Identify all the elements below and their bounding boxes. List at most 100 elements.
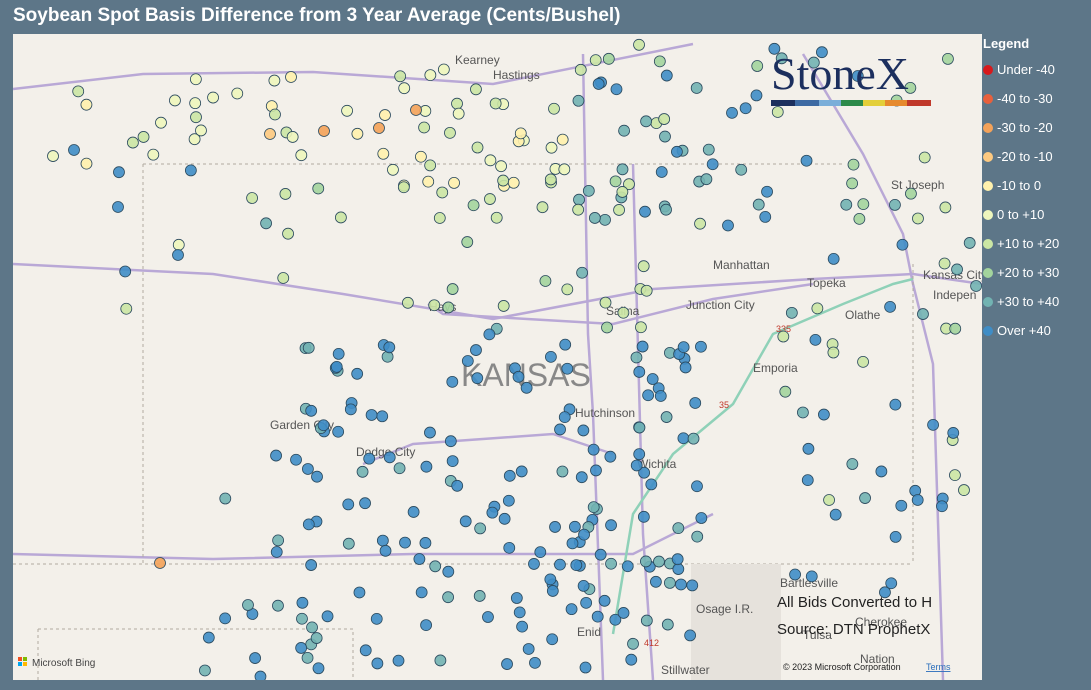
- bid-point: [658, 113, 671, 125]
- bid-point: [270, 546, 283, 558]
- bid-point: [544, 573, 557, 586]
- bid-point: [473, 590, 486, 602]
- bid-point: [642, 389, 655, 402]
- bid-point: [242, 599, 254, 611]
- highway-shield: 412: [644, 638, 659, 648]
- bid-point: [654, 390, 667, 402]
- terms[interactable]: Terms: [926, 662, 951, 672]
- bid-point: [418, 121, 430, 134]
- bid-point: [119, 265, 132, 278]
- bid-point: [591, 610, 604, 623]
- bid-point: [939, 201, 952, 214]
- bid-point: [875, 465, 888, 478]
- bid-point: [599, 213, 611, 226]
- bid-point: [637, 510, 650, 523]
- bid-point: [189, 73, 202, 86]
- bid-point: [637, 260, 650, 273]
- legend-label: +20 to +30: [997, 265, 1060, 280]
- bid-point: [558, 163, 571, 176]
- bid-point: [311, 470, 323, 483]
- bid-point: [689, 397, 702, 409]
- bid-point: [188, 133, 201, 146]
- bid-point: [694, 217, 706, 230]
- bid-point: [332, 425, 345, 438]
- bid-point: [609, 613, 622, 626]
- legend-swatch: [983, 64, 993, 75]
- bid-point: [246, 192, 258, 204]
- interstates: [611, 277, 914, 635]
- bid-point: [285, 71, 297, 83]
- bid-point: [655, 166, 668, 178]
- bid-point: [301, 651, 314, 664]
- bid-point: [219, 492, 232, 505]
- bid-point: [546, 633, 559, 646]
- legend-item: -20 to -10: [983, 142, 1091, 171]
- bid-point: [47, 150, 59, 162]
- bid-point: [420, 619, 432, 632]
- bid-point: [442, 565, 455, 578]
- title: Soybean Spot Basis Difference from 3 Yea…: [13, 5, 621, 26]
- bid-point: [80, 157, 93, 170]
- bid-point: [376, 534, 389, 547]
- bid-point: [633, 366, 646, 378]
- bid-point: [279, 188, 292, 200]
- bid-point: [436, 186, 449, 199]
- bid-point: [660, 203, 672, 216]
- bid-point: [373, 122, 385, 134]
- bid-point: [827, 253, 840, 265]
- bid-point: [569, 520, 581, 533]
- bid-point: [559, 338, 572, 351]
- bid-point: [503, 469, 516, 482]
- bid-point: [677, 341, 690, 354]
- bid-point: [484, 154, 497, 167]
- bid-point: [751, 60, 764, 72]
- bid-point: [905, 187, 917, 200]
- bid-point: [356, 465, 369, 478]
- logo-text: StoneX: [771, 48, 909, 99]
- bid-point: [735, 163, 748, 176]
- note: All Bids Converted to H: [777, 594, 932, 611]
- bid-point: [534, 546, 547, 559]
- bid-point: [823, 494, 835, 506]
- bid-point: [470, 83, 482, 96]
- bid-point: [846, 177, 859, 190]
- legend-item: +20 to +30: [983, 258, 1091, 287]
- bid-point: [302, 518, 315, 531]
- bid-point: [829, 508, 842, 521]
- place-label: Olathe: [845, 308, 881, 322]
- bid-point: [663, 576, 676, 589]
- bid-point: [801, 474, 814, 487]
- bid-point: [671, 145, 683, 158]
- bid-point: [702, 143, 715, 156]
- bid-point: [272, 599, 284, 612]
- bid-point: [383, 341, 396, 354]
- bid-point: [459, 515, 472, 528]
- bid-point: [640, 614, 653, 627]
- bid-point: [805, 570, 818, 583]
- bid-point: [330, 360, 343, 373]
- place-label: St Joseph: [891, 178, 944, 192]
- bid-point: [482, 611, 494, 623]
- bid-point: [627, 637, 639, 650]
- legend-item: -30 to -20: [983, 113, 1091, 142]
- bid-point: [576, 266, 589, 279]
- bid-point: [306, 621, 318, 634]
- bid-point: [750, 89, 763, 102]
- bid-point: [566, 537, 579, 550]
- bid-point: [690, 82, 703, 94]
- bid-point: [889, 530, 902, 543]
- bid-point: [415, 150, 427, 163]
- bid-point: [169, 94, 181, 107]
- bid-point: [379, 544, 392, 557]
- bid-point: [625, 653, 638, 666]
- bid-point: [558, 411, 571, 424]
- bid-point: [949, 322, 962, 335]
- highway-shield: 35: [719, 400, 729, 410]
- bid-point: [514, 127, 527, 140]
- legend-swatch: [983, 151, 993, 162]
- bid-point: [424, 69, 437, 82]
- bid-point: [639, 555, 652, 568]
- bid-point: [332, 347, 345, 360]
